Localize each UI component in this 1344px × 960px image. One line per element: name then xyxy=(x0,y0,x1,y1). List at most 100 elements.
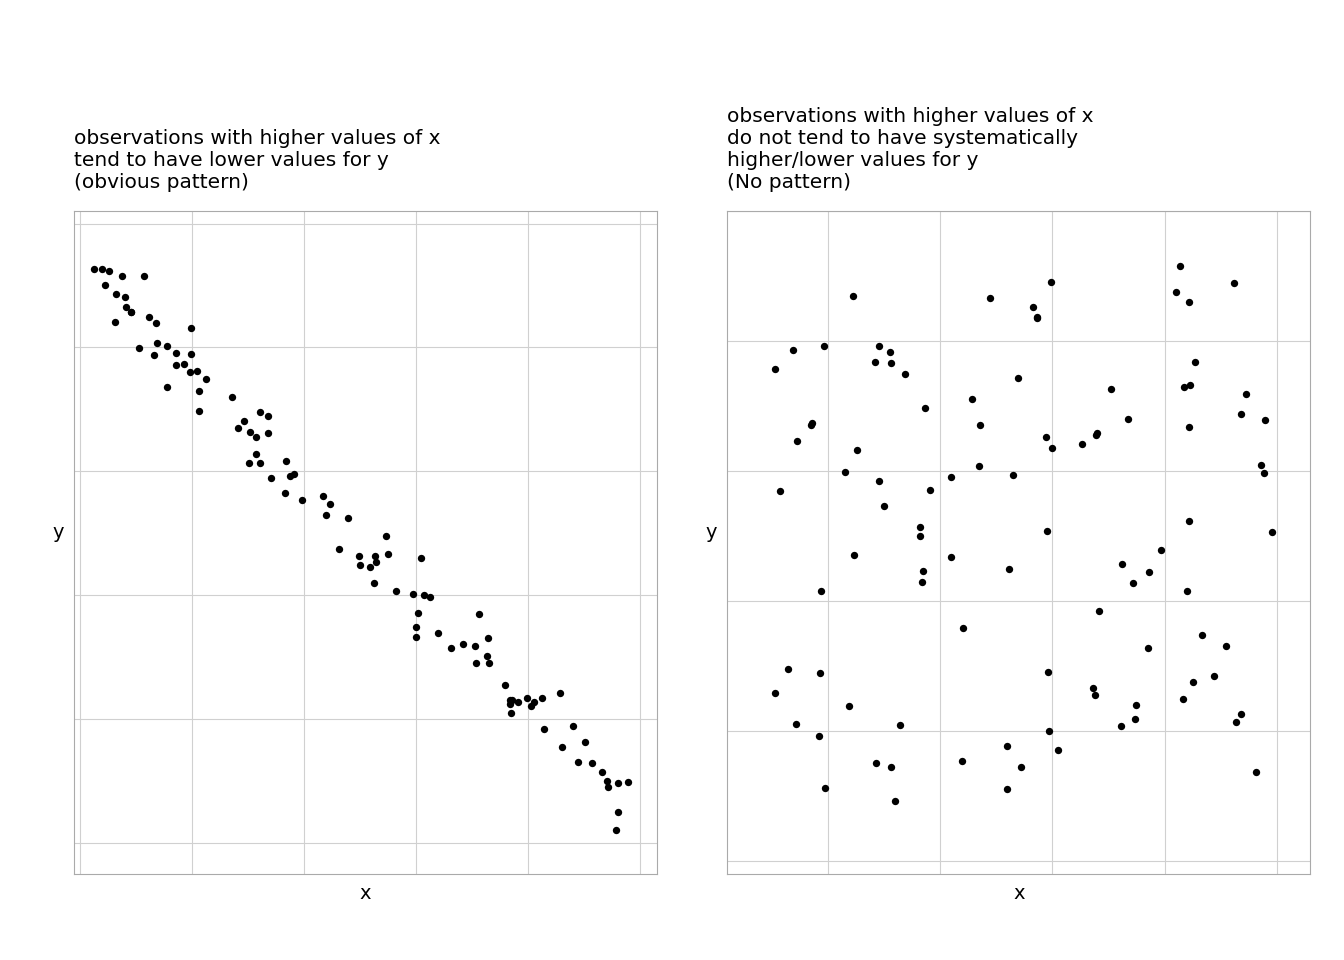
Point xyxy=(895,367,917,382)
Point xyxy=(121,304,142,320)
Point xyxy=(1261,524,1282,540)
Y-axis label: y: y xyxy=(52,523,63,542)
Point xyxy=(814,780,836,796)
Point xyxy=(520,698,542,713)
Point xyxy=(575,734,597,750)
Point xyxy=(884,793,906,808)
Point xyxy=(1215,638,1236,654)
Point xyxy=(500,697,521,712)
Point xyxy=(452,636,473,651)
Point xyxy=(531,690,552,706)
Text: observations with higher values of x
do not tend to have systematically
higher/l: observations with higher values of x do … xyxy=(727,107,1094,192)
Point xyxy=(765,361,786,376)
X-axis label: x: x xyxy=(360,884,371,903)
Point xyxy=(116,299,137,314)
Point xyxy=(478,655,500,670)
Point xyxy=(996,738,1017,754)
Point xyxy=(157,379,179,395)
Point xyxy=(477,631,499,646)
Point xyxy=(1250,457,1271,472)
Point xyxy=(1025,309,1047,324)
Point xyxy=(98,264,120,279)
Point xyxy=(1101,381,1122,396)
Point xyxy=(1235,386,1257,401)
Point xyxy=(1040,274,1062,289)
Point xyxy=(500,692,521,708)
Point xyxy=(961,391,982,406)
Point xyxy=(524,695,546,710)
Point xyxy=(257,408,278,423)
Point xyxy=(165,357,187,372)
Point xyxy=(180,346,202,361)
Y-axis label: y: y xyxy=(706,523,716,542)
Point xyxy=(919,483,941,498)
Point xyxy=(516,690,538,706)
Point xyxy=(969,418,991,433)
Point xyxy=(1085,427,1106,443)
Point xyxy=(375,529,396,544)
Point xyxy=(156,338,177,353)
Point xyxy=(582,756,603,771)
Point xyxy=(1176,583,1198,598)
Point xyxy=(607,804,629,819)
Point xyxy=(1172,691,1193,707)
Point xyxy=(105,286,126,301)
Point xyxy=(410,550,431,565)
Point xyxy=(114,290,136,305)
Point xyxy=(801,415,823,430)
Point xyxy=(1137,640,1159,656)
Point xyxy=(864,354,886,370)
Point xyxy=(843,288,864,303)
Point xyxy=(1224,714,1246,730)
Point xyxy=(1085,687,1106,703)
Point xyxy=(1253,466,1274,481)
Point xyxy=(427,625,449,640)
Point xyxy=(868,338,890,353)
Point xyxy=(406,630,427,645)
Point xyxy=(785,716,806,732)
Point xyxy=(866,756,887,771)
Point xyxy=(91,261,113,276)
Point xyxy=(259,470,281,486)
Point xyxy=(500,705,521,720)
Point xyxy=(195,372,216,387)
Point xyxy=(142,347,164,362)
Point xyxy=(468,606,489,621)
Point xyxy=(844,547,866,563)
X-axis label: x: x xyxy=(1013,884,1024,903)
Point xyxy=(1230,406,1251,421)
Point xyxy=(591,764,613,780)
Point xyxy=(874,498,895,514)
Point xyxy=(1039,723,1060,738)
Point xyxy=(1089,603,1110,618)
Point xyxy=(238,456,259,471)
Point xyxy=(1008,370,1030,385)
Point xyxy=(1047,743,1068,758)
Point xyxy=(551,739,573,755)
Point xyxy=(1110,718,1132,733)
Point xyxy=(1245,765,1266,780)
Point xyxy=(378,546,399,562)
Point xyxy=(809,665,831,681)
Point xyxy=(1111,556,1133,571)
Point xyxy=(173,356,195,372)
Point xyxy=(280,468,301,484)
Point xyxy=(567,754,589,769)
Point xyxy=(413,587,434,602)
Point xyxy=(364,548,386,564)
Point xyxy=(999,562,1020,577)
Point xyxy=(386,583,407,598)
Point xyxy=(1169,258,1191,274)
Point xyxy=(313,489,335,504)
Point xyxy=(809,729,831,744)
Point xyxy=(180,321,202,336)
Point xyxy=(349,557,371,572)
Point xyxy=(563,718,585,733)
Point xyxy=(284,467,305,482)
Point xyxy=(1179,377,1200,393)
Point xyxy=(465,655,487,670)
Point xyxy=(968,459,989,474)
Point xyxy=(1173,379,1195,395)
Point xyxy=(813,339,835,354)
Point xyxy=(138,309,160,324)
